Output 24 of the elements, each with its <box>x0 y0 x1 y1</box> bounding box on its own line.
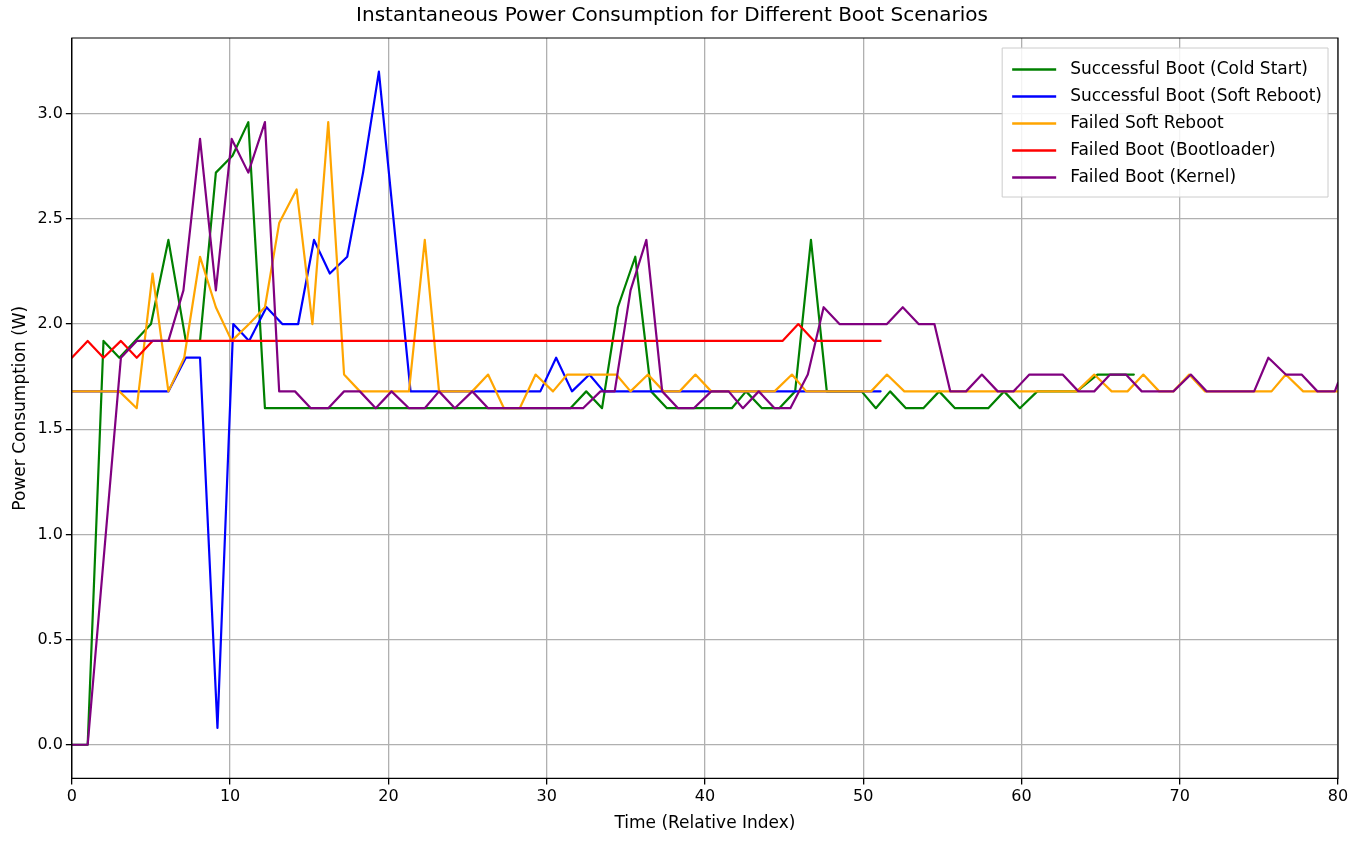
legend-label: Failed Soft Reboot <box>1070 111 1224 132</box>
chart-title: Instantaneous Power Consumption for Different Boot Scenarios <box>356 2 988 27</box>
x-tick-label: 50 <box>853 786 874 806</box>
legend-label: Failed Boot (Bootloader) <box>1070 138 1276 159</box>
x-tick-label: 40 <box>694 786 716 806</box>
y-axis-title: Power Consumption (W) <box>8 305 29 511</box>
x-tick-label: 10 <box>219 786 241 806</box>
y-tick-label: 3.0 <box>37 102 63 122</box>
legend-label: Successful Boot (Cold Start) <box>1070 57 1309 78</box>
x-tick-label: 30 <box>536 786 557 806</box>
x-tick-label: 0 <box>66 786 77 806</box>
y-tick-label: 0.5 <box>37 628 63 648</box>
y-tick-label: 0.0 <box>37 733 63 753</box>
x-tick-label: 80 <box>1327 786 1349 806</box>
x-tick-label: 60 <box>1011 786 1032 806</box>
legend-label: Failed Boot (Kernel) <box>1070 165 1237 186</box>
y-tick-label: 2.0 <box>37 313 63 333</box>
legend-label: Successful Boot (Soft Reboot) <box>1070 84 1323 105</box>
y-tick-label: 1.5 <box>37 418 63 438</box>
y-tick-label: 2.5 <box>37 208 63 228</box>
x-axis-title: Time (Relative Index) <box>613 812 796 833</box>
x-tick-label: 70 <box>1169 786 1190 806</box>
y-tick-label: 1.0 <box>37 523 63 543</box>
x-tick-label: 20 <box>378 786 399 806</box>
